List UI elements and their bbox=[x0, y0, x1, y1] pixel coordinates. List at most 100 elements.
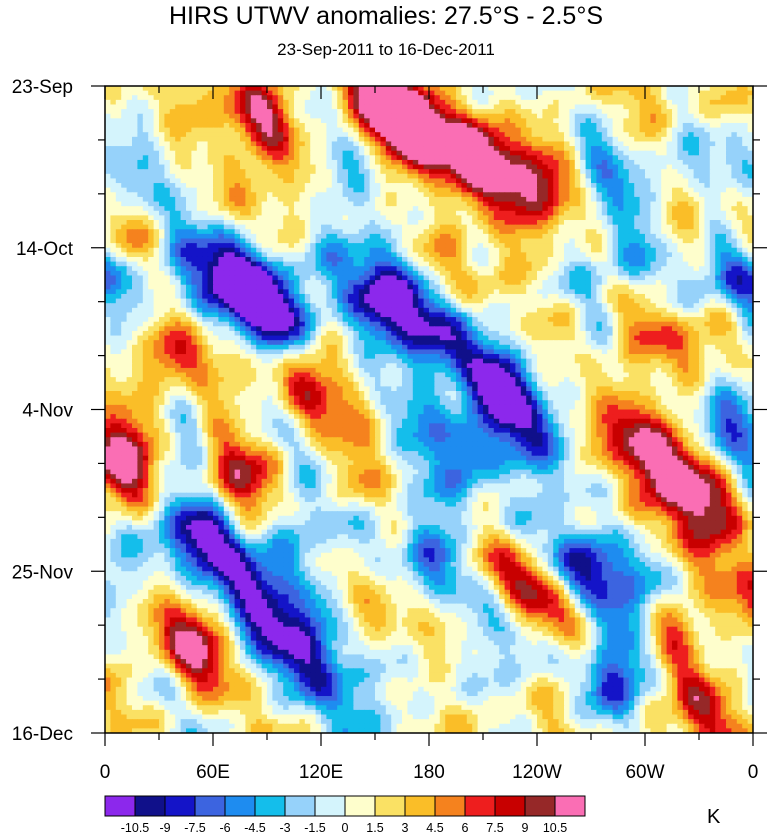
field-cell bbox=[240, 270, 246, 277]
field-cell bbox=[601, 150, 608, 156]
field-cell bbox=[402, 252, 408, 258]
field-cell bbox=[558, 256, 565, 263]
field-cell bbox=[234, 220, 241, 226]
field-cell bbox=[110, 201, 117, 207]
field-cell bbox=[515, 215, 522, 221]
field-cell bbox=[672, 86, 678, 92]
field-cell bbox=[574, 164, 581, 170]
field-cell bbox=[402, 178, 408, 184]
field-cell bbox=[223, 164, 230, 170]
field-cell bbox=[418, 238, 425, 244]
field-cell bbox=[564, 252, 570, 258]
field-cell bbox=[115, 118, 122, 124]
field-cell bbox=[277, 90, 284, 96]
field-cell bbox=[105, 127, 111, 133]
field-cell bbox=[618, 183, 624, 189]
field-cell bbox=[331, 118, 338, 124]
field-cell bbox=[256, 215, 263, 221]
field-cell bbox=[661, 132, 668, 138]
field-cell bbox=[396, 256, 403, 263]
field-cell bbox=[666, 122, 673, 129]
field-cell bbox=[731, 192, 738, 198]
field-cell bbox=[499, 206, 506, 212]
field-cell bbox=[499, 187, 506, 193]
field-cell bbox=[196, 178, 203, 184]
field-cell bbox=[267, 247, 273, 253]
field-cell bbox=[612, 173, 619, 180]
field-cell bbox=[380, 99, 387, 106]
field-cell bbox=[580, 187, 587, 193]
field-cell bbox=[461, 206, 468, 212]
field-cell bbox=[542, 243, 549, 249]
field-cell bbox=[321, 252, 327, 258]
field-cell bbox=[202, 256, 209, 263]
field-cell bbox=[358, 229, 365, 235]
field-cell bbox=[537, 178, 543, 184]
field-cell bbox=[547, 173, 554, 180]
field-cell bbox=[223, 187, 230, 193]
field-cell bbox=[445, 243, 452, 249]
field-cell bbox=[439, 132, 446, 138]
field-cell bbox=[272, 224, 279, 230]
field-cell bbox=[666, 215, 673, 221]
field-cell bbox=[142, 109, 149, 115]
field-cell bbox=[186, 146, 192, 152]
field-cell bbox=[434, 261, 441, 267]
field-cell bbox=[601, 270, 608, 277]
field-cell bbox=[439, 169, 446, 175]
field-cell bbox=[553, 169, 560, 175]
field-cell bbox=[709, 95, 716, 101]
field-cell bbox=[526, 220, 533, 226]
field-cell bbox=[650, 99, 657, 106]
field-cell bbox=[434, 164, 441, 170]
field-cell bbox=[353, 99, 360, 106]
field-cell bbox=[672, 206, 678, 212]
field-cell bbox=[418, 118, 425, 124]
field-cell bbox=[423, 261, 430, 267]
field-cell bbox=[456, 183, 462, 189]
field-cell bbox=[542, 206, 549, 212]
field-cell bbox=[515, 127, 522, 133]
field-cell bbox=[466, 220, 473, 226]
field-cell bbox=[553, 95, 560, 101]
field-cell bbox=[472, 252, 479, 258]
field-cell bbox=[407, 275, 414, 281]
field-cell bbox=[412, 261, 419, 267]
field-cell bbox=[256, 118, 263, 124]
field-cell bbox=[115, 252, 122, 258]
field-cell bbox=[688, 229, 695, 235]
field-cell bbox=[553, 178, 560, 184]
field-cell bbox=[375, 159, 381, 166]
field-cell bbox=[272, 210, 279, 216]
field-cell bbox=[504, 104, 511, 110]
field-cell bbox=[375, 155, 381, 161]
field-cell bbox=[148, 183, 155, 189]
field-cell bbox=[504, 122, 511, 129]
field-cell bbox=[375, 118, 381, 124]
field-cell bbox=[121, 155, 128, 161]
field-cell bbox=[499, 146, 506, 152]
field-cell bbox=[591, 113, 597, 119]
field-cell bbox=[564, 196, 570, 203]
field-cell bbox=[391, 266, 398, 272]
field-cell bbox=[704, 178, 711, 184]
field-cell bbox=[558, 99, 565, 106]
field-cell bbox=[142, 210, 149, 216]
field-cell bbox=[250, 113, 257, 119]
field-cell bbox=[634, 159, 641, 166]
field-cell bbox=[569, 224, 576, 230]
field-cell bbox=[385, 118, 392, 124]
field-cell bbox=[731, 256, 738, 263]
field-cell bbox=[553, 243, 560, 249]
field-cell bbox=[715, 169, 722, 175]
field-cell bbox=[288, 224, 295, 230]
field-cell bbox=[450, 275, 457, 281]
field-cell bbox=[412, 99, 419, 106]
field-cell bbox=[337, 159, 344, 166]
field-cell bbox=[445, 136, 452, 143]
field-cell bbox=[315, 173, 322, 180]
field-cell bbox=[180, 155, 187, 161]
field-cell bbox=[709, 169, 716, 175]
field-cell bbox=[369, 275, 376, 281]
field-cell bbox=[493, 196, 500, 203]
